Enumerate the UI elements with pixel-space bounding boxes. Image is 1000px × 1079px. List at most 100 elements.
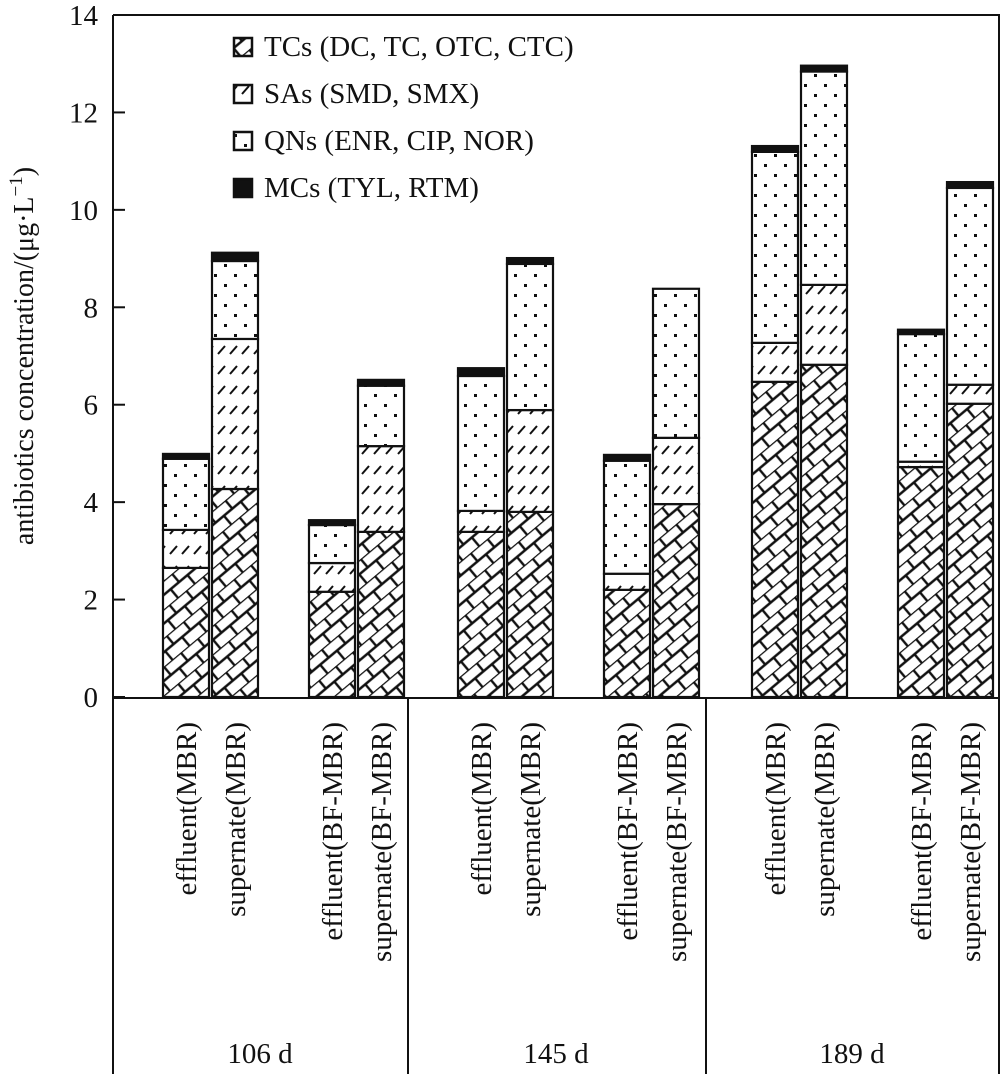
bar-segment-brick	[505, 510, 555, 699]
bar-segment-brick	[651, 502, 701, 699]
bar-segment-dots	[505, 262, 555, 412]
x-axis-labels: effluent(MBR) supernate(MBR) effluent(BF-M…	[171, 698, 987, 1074]
group-label: 145 d	[523, 1038, 589, 1070]
bar-segment-dots	[750, 150, 800, 344]
bar-segment-solid	[896, 328, 946, 336]
bar-segment-brick	[307, 590, 357, 699]
legend-swatch-dots	[232, 130, 254, 152]
x-category-label: supernate(BF-MBR)	[661, 722, 693, 962]
y-tick-label: 6	[84, 390, 99, 422]
bar-segment-brick	[456, 530, 506, 699]
bar-segment-dots	[210, 259, 260, 341]
bar-stack	[602, 453, 652, 699]
bar-segment-hatch	[799, 283, 849, 366]
bar-segment-solid	[945, 180, 995, 190]
bar-segment-solid	[210, 251, 260, 263]
x-category-label: effluent(MBR)	[466, 722, 498, 895]
x-category-label: supernate(BF-MBR)	[366, 722, 398, 962]
y-tick-label: 2	[84, 585, 99, 617]
bar-segment-brick	[945, 402, 995, 699]
bar-segment-solid	[750, 144, 800, 153]
bar-segment-dots	[896, 332, 946, 463]
x-category-label: supernate(BF-MBR)	[955, 722, 987, 962]
bar-stack	[945, 180, 995, 699]
x-category-label: effluent(MBR)	[171, 722, 203, 895]
legend-label: SAs (SMD, SMX)	[264, 78, 479, 110]
legend-swatch-hatch	[232, 83, 254, 105]
bar-segment-solid	[602, 453, 652, 462]
bar-segment-brick	[799, 363, 849, 699]
bar-segment-brick	[896, 465, 946, 699]
bar-segment-dots	[356, 384, 406, 448]
legend-item: TCs (DC, TC, OTC, CTC)	[232, 31, 574, 63]
bar-segment-hatch	[505, 408, 555, 513]
x-category-label: supernate(MBR)	[220, 722, 252, 917]
x-category-label: effluent(BF-MBR)	[906, 722, 938, 941]
legend-label: MCs (TYL, RTM)	[264, 172, 479, 204]
x-category-label: supernate(MBR)	[515, 722, 547, 917]
bar-segment-hatch	[161, 528, 211, 570]
legend-swatch-brick	[232, 36, 254, 58]
plot-frame	[112, 14, 1000, 1074]
bar-segment-dots	[945, 186, 995, 386]
bar-segment-brick	[602, 588, 652, 699]
bar-stack	[799, 64, 849, 699]
legend: TCs (DC, TC, OTC, CTC) SAs (SMD, SMX) QNs …	[232, 31, 574, 204]
x-category-label: effluent(BF-MBR)	[317, 722, 349, 941]
legend-item: MCs (TYL, RTM)	[232, 172, 479, 204]
bar-stack	[356, 378, 406, 699]
legend-label: QNs (ENR, CIP, NOR)	[264, 125, 534, 157]
x-category-label: effluent(MBR)	[760, 722, 792, 895]
bar-segment-hatch	[750, 341, 800, 383]
legend-swatch-solid	[232, 177, 254, 199]
bar-segment-solid	[505, 256, 555, 266]
bar-segment-solid	[356, 378, 406, 387]
bar-segment-dots	[456, 374, 506, 513]
bar-segment-hatch	[210, 337, 260, 491]
y-axis-ticks: 0 2 4 6 8 10 12 14	[69, 0, 125, 714]
bar-stack	[896, 328, 946, 699]
legend-item: QNs (ENR, CIP, NOR)	[232, 125, 534, 157]
bar-segment-solid	[307, 519, 357, 527]
group-label: 106 d	[227, 1038, 293, 1070]
x-category-label: supernate(MBR)	[809, 722, 841, 917]
bar-segment-hatch	[945, 383, 995, 405]
bar-stack	[750, 144, 800, 699]
bar-segment-dots	[651, 287, 701, 439]
bar-stack	[651, 287, 701, 699]
bar-segment-dots	[307, 523, 357, 565]
group-label: 189 d	[819, 1038, 885, 1070]
bar-segment-brick	[750, 380, 800, 699]
bar-segment-brick	[210, 487, 260, 699]
bar-stack	[161, 452, 211, 699]
y-tick-label: 14	[69, 0, 99, 32]
bar-segment-hatch	[356, 445, 406, 533]
x-category-label: effluent(BF-MBR)	[612, 722, 644, 941]
bar-segment-brick	[356, 530, 406, 699]
bar-segment-solid	[161, 452, 211, 460]
bar-segment-hatch	[651, 436, 701, 506]
bar-segment-dots	[602, 459, 652, 575]
y-tick-label: 10	[69, 195, 98, 227]
legend-item: SAs (SMD, SMX)	[232, 78, 479, 110]
bar-stack	[307, 519, 357, 699]
bar-stack	[505, 256, 555, 699]
y-tick-label: 8	[84, 292, 99, 324]
bar-segment-hatch	[307, 561, 357, 593]
bar-stack	[210, 251, 260, 699]
legend-label: TCs (DC, TC, OTC, CTC)	[264, 31, 574, 63]
bar-segment-solid	[799, 64, 849, 73]
bar-segment-hatch	[456, 509, 506, 533]
y-tick-label: 12	[69, 97, 98, 129]
bars	[161, 64, 995, 699]
bar-segment-solid	[456, 367, 506, 378]
bar-segment-dots	[161, 457, 211, 532]
bar-segment-brick	[161, 566, 211, 699]
bar-segment-dots	[799, 70, 849, 286]
bar-segment-hatch	[602, 572, 652, 591]
y-axis-label: antibiotics concentration/(μg·L−1)	[6, 167, 40, 545]
bar-stack	[456, 367, 506, 699]
y-tick-label: 4	[84, 487, 99, 519]
y-tick-label: 0	[84, 682, 99, 714]
